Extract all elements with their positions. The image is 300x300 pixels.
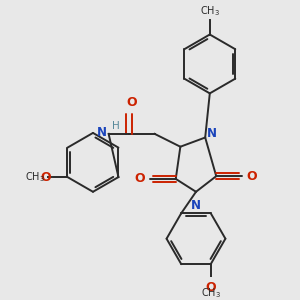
Text: O: O (206, 281, 216, 294)
Text: O: O (135, 172, 146, 185)
Text: CH$_3$: CH$_3$ (201, 286, 221, 300)
Text: CH$_3$: CH$_3$ (200, 4, 220, 18)
Text: N: N (207, 127, 217, 140)
Text: N: N (191, 199, 201, 212)
Text: CH$_3$: CH$_3$ (26, 170, 45, 184)
Text: O: O (126, 96, 137, 109)
Text: H: H (112, 122, 120, 131)
Text: O: O (247, 170, 257, 183)
Text: O: O (40, 171, 51, 184)
Text: N: N (97, 126, 107, 140)
